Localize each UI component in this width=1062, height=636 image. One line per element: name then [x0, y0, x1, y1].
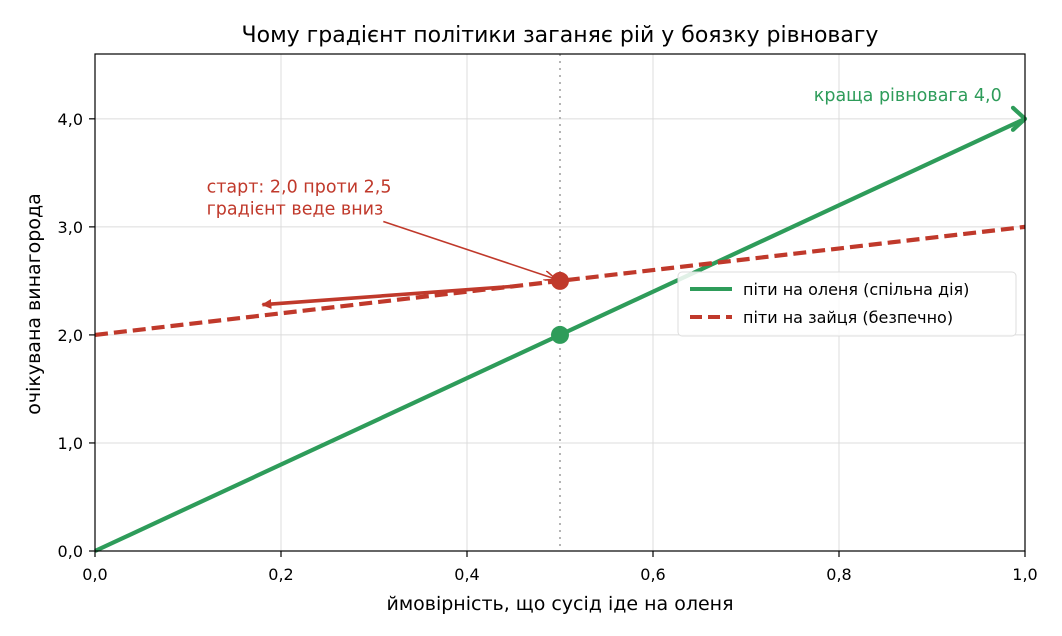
- plot-frame: [94, 53, 1026, 552]
- annotation-better-equilibrium: краща рівновага 4,0: [814, 86, 1002, 106]
- y-tick-label: 0,0: [58, 542, 83, 561]
- legend: піти на оленя (спільна дія) піти на зайц…: [677, 271, 1017, 337]
- series-layer: [94, 54, 1026, 553]
- y-tick-label: 3,0: [58, 218, 83, 237]
- point-stag-start: [551, 325, 569, 344]
- y-tick-label: 4,0: [58, 110, 83, 129]
- x-axis-label: ймовірність, що сусід іде на оленя: [386, 593, 733, 615]
- legend-label-stag: піти на оленя (спільна дія): [743, 280, 969, 299]
- tick-layer: 0,0 0,2 0,4 0,6 0,8 1,0 0,0 1,0 2,0 3,0 4,0: [58, 110, 1038, 584]
- point-hare-start: [551, 271, 569, 290]
- x-tick-label: 0,6: [640, 565, 665, 584]
- y-tick-label: 1,0: [58, 434, 83, 453]
- legend-label-hare: піти на зайця (безпечно): [743, 308, 953, 327]
- legend-frame: [677, 271, 1017, 337]
- x-tick-label: 0,0: [82, 565, 107, 584]
- annotation-start-line2: градієнт веде вниз: [207, 199, 384, 219]
- x-tick-label: 0,2: [268, 565, 293, 584]
- annotation-start-arrow: [383, 220, 555, 278]
- y-tick-label: 2,0: [58, 326, 83, 345]
- gradient-arrow: [261, 284, 514, 309]
- y-axis-label: очікувана винагорода: [23, 193, 45, 414]
- annotation-start-line1: старт: 2,0 проти 2,5: [207, 177, 392, 197]
- x-tick-label: 0,8: [826, 565, 851, 584]
- chart-title: Чому градієнт політики заганяє рій у боя…: [242, 23, 879, 48]
- x-tick-label: 0,4: [454, 565, 479, 584]
- x-tick-label: 1,0: [1012, 565, 1037, 584]
